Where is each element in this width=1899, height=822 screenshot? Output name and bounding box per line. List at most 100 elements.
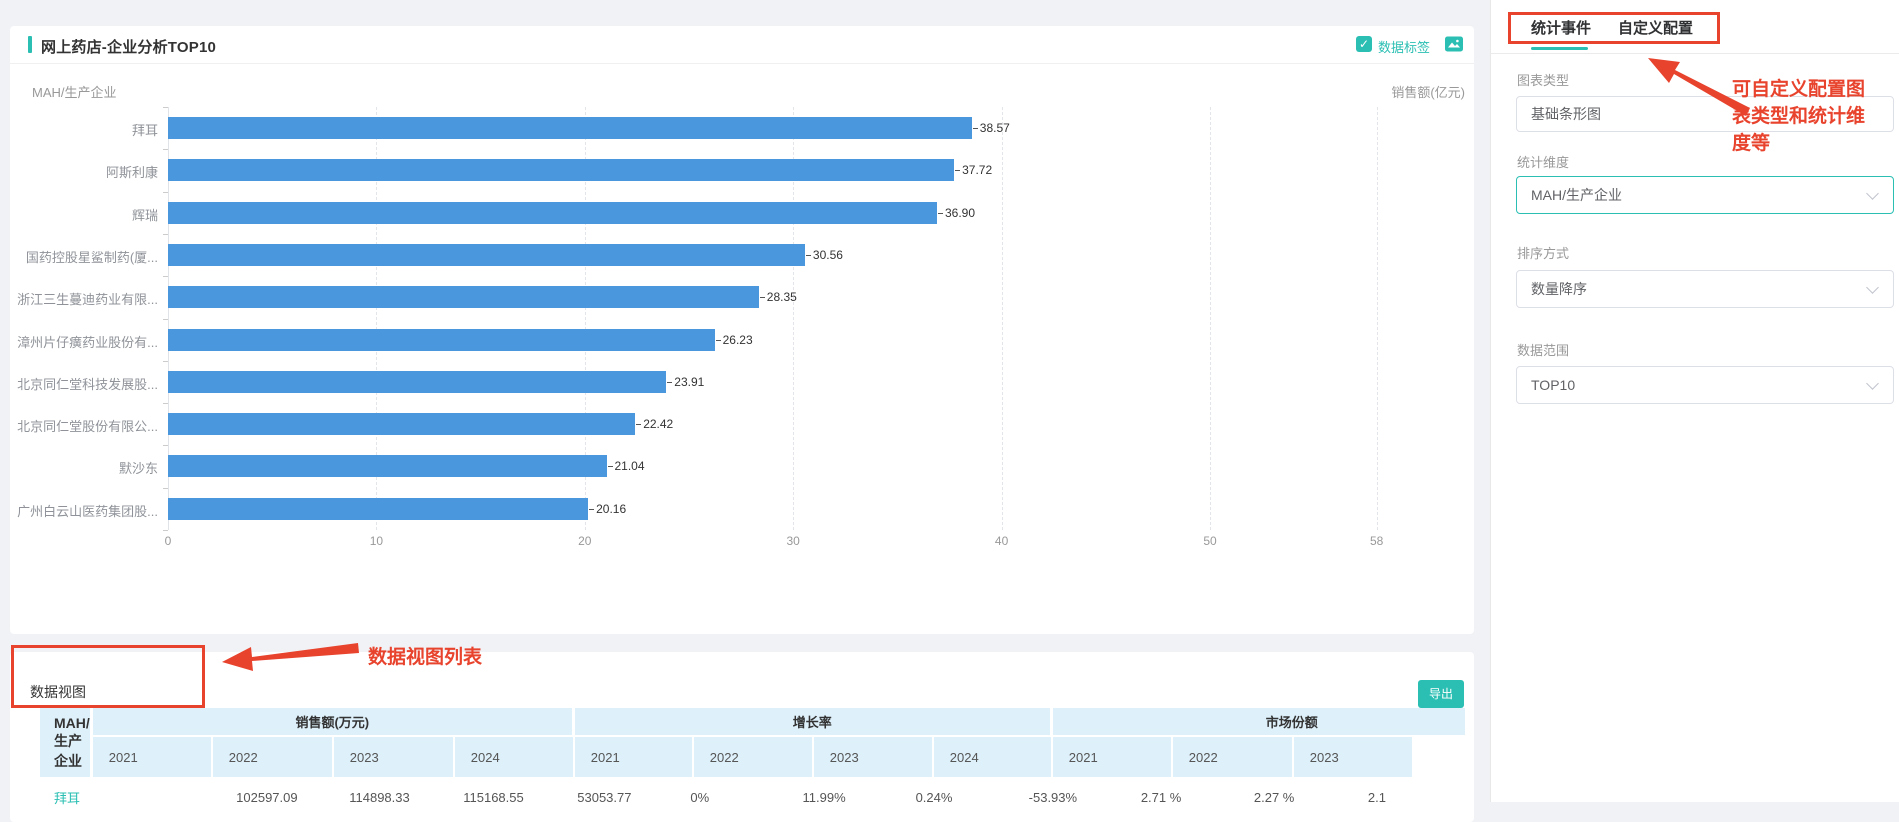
bar[interactable] <box>168 159 955 182</box>
field-label-chart-type: 图表类型 <box>1517 73 1570 88</box>
table-year-header: 2021 <box>92 737 213 777</box>
gridline <box>1210 107 1211 530</box>
bar[interactable] <box>168 455 607 478</box>
category-label: 国药控股星鲨制药(厦... <box>25 249 158 265</box>
y-axis-tick <box>163 318 168 320</box>
y-axis-tick <box>163 107 168 108</box>
table-key-column-header: MAH/生产企业 <box>40 708 93 777</box>
chevron-down-icon <box>1866 281 1879 294</box>
table-row-company-link[interactable]: 拜耳 <box>54 790 81 806</box>
value-label-line <box>805 254 811 256</box>
table-cell: 0% <box>690 789 710 805</box>
field-label-stat-dimension: 统计维度 <box>1517 155 1570 170</box>
bar[interactable] <box>168 117 972 139</box>
x-tick-label: 0 <box>164 534 172 548</box>
value-label-line <box>972 128 978 129</box>
value-label-line <box>938 212 943 214</box>
value-label: 28.35 <box>766 290 797 305</box>
table-year-header: 2023 <box>1293 737 1414 777</box>
chart-panel-header: 网上药店-企业分析TOP10 ✓ 数据标签 <box>10 26 1474 64</box>
value-label-line <box>667 381 673 383</box>
sidebar-tabbar: 统计事件 自定义配置 <box>1491 0 1899 54</box>
y-axis-line <box>168 107 169 530</box>
bar[interactable] <box>168 370 667 393</box>
value-label-line <box>759 297 765 299</box>
x-axis-title: 销售额(亿元) <box>1391 85 1465 100</box>
category-label: 辉瑞 <box>131 207 158 223</box>
y-axis-tick <box>163 191 168 193</box>
value-label-line <box>715 339 721 341</box>
bar[interactable] <box>168 328 715 351</box>
y-axis-tick <box>163 487 168 489</box>
sort-order-value: 数量降序 <box>1531 281 1587 297</box>
table-year-header: 2022 <box>693 737 814 777</box>
category-label: 北京同仁堂股份有限公... <box>17 419 158 435</box>
table-cell: 2.1 <box>1367 789 1386 805</box>
gridline <box>584 107 586 530</box>
save-as-image-icon[interactable] <box>1444 34 1464 54</box>
table-cell: 115168.55 <box>463 789 524 805</box>
bar-chart-plot-area: 0 10 20 30 40 50 58 拜耳 38.57 阿斯利康 37.72 辉瑞 36.90 国药控股… <box>10 26 1474 634</box>
category-label: 广州白云山医药集团股... <box>17 503 158 519</box>
bar[interactable] <box>168 243 805 266</box>
value-label: 30.56 <box>812 247 843 262</box>
table-year-header: 2024 <box>454 737 575 777</box>
data-range-select[interactable]: TOP10 <box>1516 366 1894 404</box>
value-label: 36.90 <box>945 205 976 220</box>
y-axis-tick <box>163 403 168 405</box>
data-label-checkbox[interactable]: ✓ <box>1356 36 1372 52</box>
tab-statistic-event[interactable]: 统计事件 <box>1531 20 1592 37</box>
table-year-header: 2023 <box>333 737 455 777</box>
value-label: 37.72 <box>962 163 993 178</box>
table-year-header: 2021 <box>1052 737 1173 777</box>
value-label: 22.42 <box>643 417 674 432</box>
tab-custom-config[interactable]: 自定义配置 <box>1618 20 1694 37</box>
table-cell: 53053.77 <box>577 789 632 805</box>
y-axis-tick <box>163 530 168 531</box>
table-cell: 11.99% <box>802 789 846 805</box>
category-label: 北京同仁堂科技发展股... <box>17 376 158 392</box>
data-view-panel: 数据视图 导出 MAH/生产企业 销售额(万元) 增长率 市场份额 2021 2022 20… <box>10 652 1474 822</box>
chevron-down-icon <box>1866 187 1879 200</box>
stat-dimension-select[interactable]: MAH/生产企业 <box>1516 176 1894 214</box>
y-axis-tick <box>163 445 168 447</box>
value-label: 26.23 <box>722 332 753 347</box>
field-label-data-range: 数据范围 <box>1517 343 1570 358</box>
table-year-header: 2023 <box>813 737 934 777</box>
category-label: 阿斯利康 <box>105 165 158 181</box>
bar[interactable] <box>168 413 636 436</box>
x-tick-label: 10 <box>369 534 384 548</box>
table-group-header: 销售额(万元) <box>92 708 575 737</box>
category-label: 浙江三生蔓迪药业有限... <box>17 292 158 308</box>
export-button[interactable]: 导出 <box>1418 680 1464 708</box>
y-axis-tick <box>163 276 168 278</box>
category-label: 拜耳 <box>131 123 158 138</box>
value-label-line <box>636 424 642 426</box>
gridline <box>793 107 795 530</box>
config-sidebar: 统计事件 自定义配置 图表类型 基础条形图 统计维度 MAH/生产企业 排序方式… <box>1490 0 1899 802</box>
chart-type-input[interactable]: 基础条形图 <box>1516 96 1894 132</box>
table-row: 拜耳 102597.09 114898.33 115168.55 53053.77 0% 1… <box>40 777 1465 817</box>
data-label-checkbox-label[interactable]: 数据标签 <box>1378 40 1431 55</box>
data-view-title: 数据视图 <box>30 684 86 700</box>
x-tick-label: 20 <box>578 534 592 548</box>
value-label-line <box>955 170 961 172</box>
sort-order-select[interactable]: 数量降序 <box>1516 270 1894 308</box>
bar[interactable] <box>168 201 937 224</box>
y-axis-tick <box>163 360 168 362</box>
value-label-line <box>589 508 595 510</box>
data-table: MAH/生产企业 销售额(万元) 增长率 市场份额 2021 2022 2023 2024 20… <box>40 708 1465 822</box>
value-label-line <box>607 466 613 468</box>
chevron-down-icon <box>1866 377 1879 390</box>
bar[interactable] <box>168 286 759 309</box>
table-cell: -53.93% <box>1028 789 1078 805</box>
category-label: 漳州片仔癀药业股份有... <box>17 334 158 350</box>
category-label: 默沙东 <box>118 461 158 477</box>
stat-dimension-value: MAH/生产企业 <box>1531 187 1622 203</box>
bar[interactable] <box>168 497 589 520</box>
value-label: 23.91 <box>674 374 705 389</box>
value-label: 20.16 <box>596 501 627 516</box>
gridline <box>376 107 378 530</box>
y-axis-tick <box>163 233 168 235</box>
table-year-header: 2022 <box>1172 737 1294 777</box>
